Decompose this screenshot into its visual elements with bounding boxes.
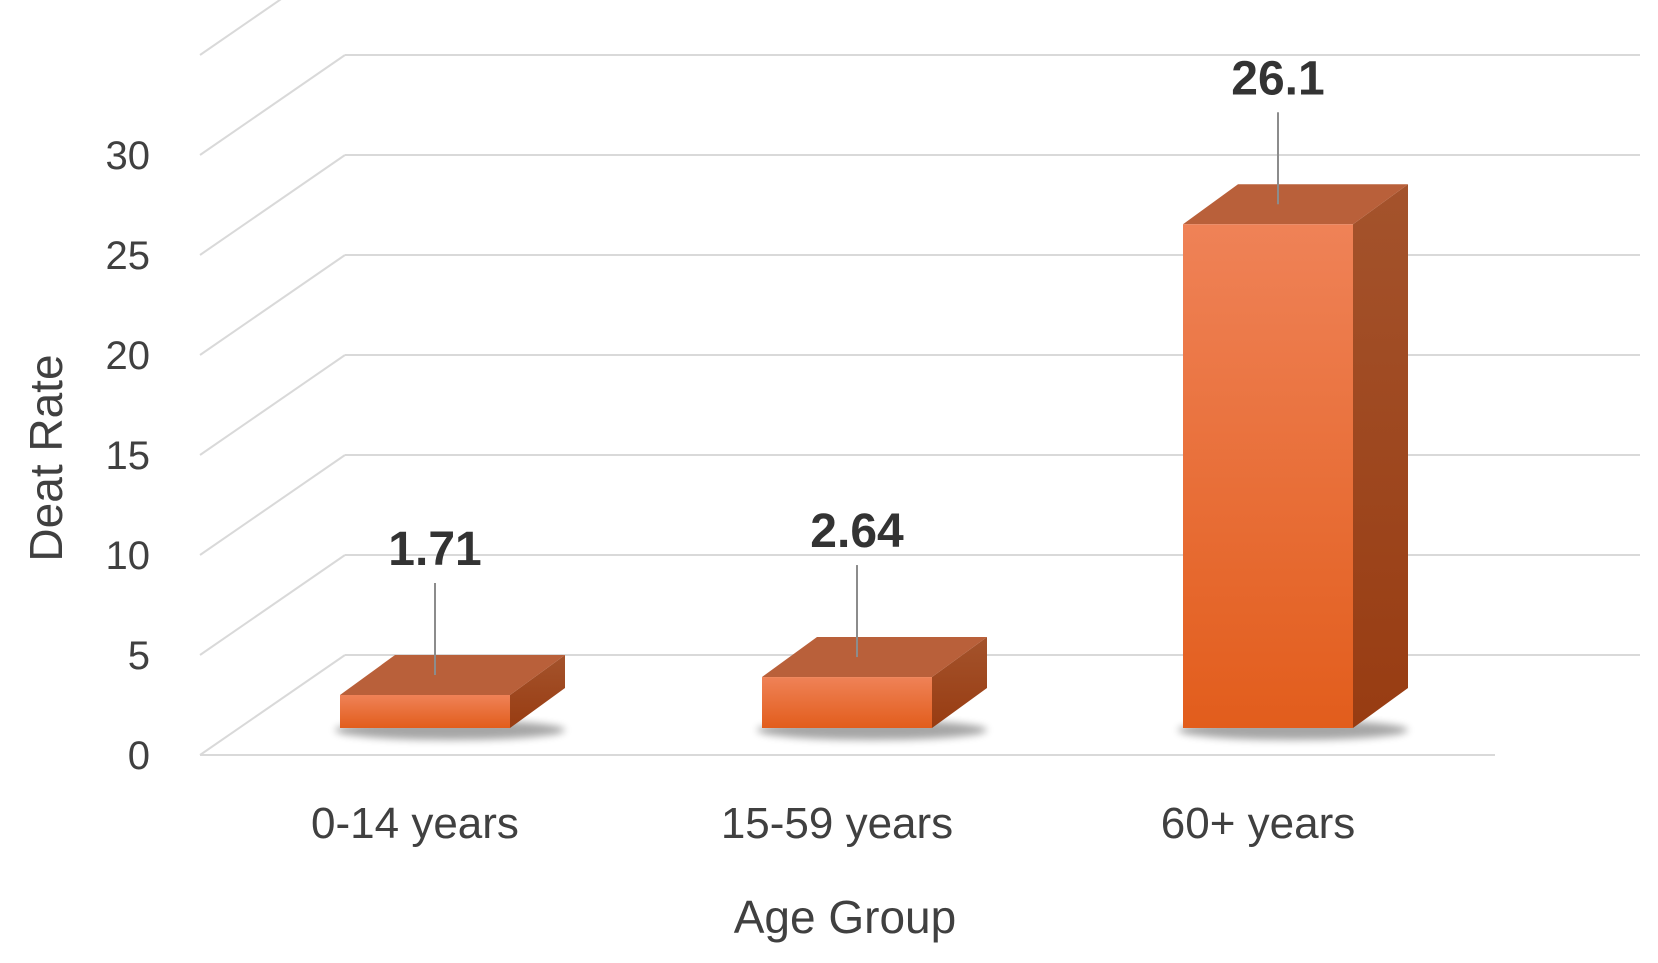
bar-side-face [1353, 184, 1408, 728]
gridline-side [199, 354, 346, 456]
y-tick-label: 0 [128, 734, 150, 778]
bar-0-14-years: 1.71 [335, 523, 565, 740]
bar-15-59-years: 2.64 [757, 505, 987, 740]
y-axis-ticks: 0 5 10 15 20 25 30 [106, 134, 151, 778]
bar-top-face [762, 637, 987, 678]
bar-front-face [1183, 224, 1353, 728]
gridline-side [199, 554, 346, 656]
data-label: 2.64 [810, 505, 904, 558]
y-tick-label: 5 [128, 634, 150, 678]
x-axis-title: Age Group [734, 891, 956, 943]
y-tick-label: 10 [106, 534, 151, 578]
bar-front-face [762, 677, 932, 728]
y-axis-title: Deat Rate [20, 354, 72, 561]
y-tick-label: 20 [106, 334, 151, 378]
gridline-side [199, 0, 282, 56]
bars: 1.71 2.64 26.1 [335, 52, 1408, 740]
y-tick-label: 15 [106, 434, 151, 478]
bar-top-face [340, 654, 565, 695]
x-tick-label: 60+ years [1161, 799, 1355, 848]
x-axis-ticks: 0-14 years 15-59 years 60+ years [311, 799, 1355, 848]
bar-60-years: 26.1 [1178, 52, 1408, 740]
x-tick-label: 0-14 years [311, 799, 519, 848]
gridline-side [199, 254, 346, 356]
bar-top-face [1183, 184, 1408, 225]
gridline-side [199, 454, 346, 556]
gridline-side [199, 654, 346, 756]
gridline-side [199, 154, 346, 256]
bar-side-face [510, 654, 565, 728]
bar-front-face [340, 694, 510, 728]
y-tick-label: 25 [106, 234, 151, 278]
bar-side-face [932, 637, 987, 728]
data-label: 26.1 [1231, 52, 1324, 105]
x-tick-label: 15-59 years [721, 799, 953, 848]
y-tick-label: 30 [106, 134, 151, 178]
gridlines [199, 0, 1640, 756]
data-label: 1.71 [388, 523, 481, 576]
gridline-side [199, 54, 346, 156]
